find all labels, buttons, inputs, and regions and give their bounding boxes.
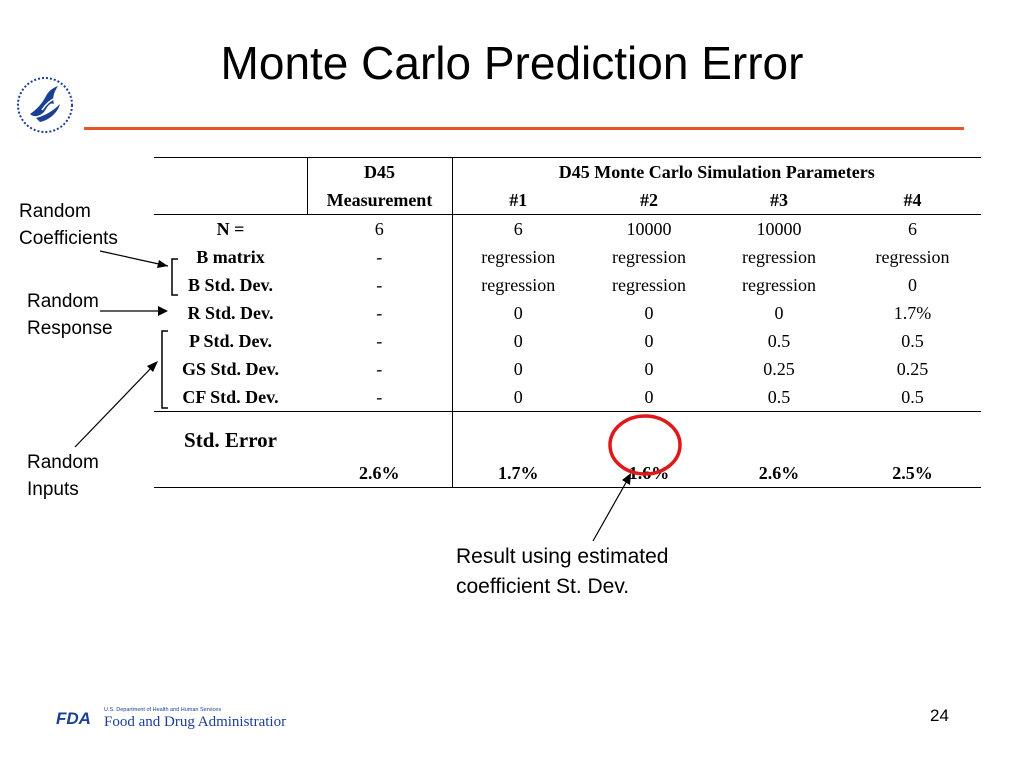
std-error-cell-highlighted: 1.6% — [584, 411, 714, 488]
header-measurement-line1: D45 — [307, 157, 453, 186]
table-cell: regression — [612, 274, 686, 295]
std-error-cell: 2.5% — [844, 411, 981, 488]
fda-agency-name: Food and Drug Administration — [104, 714, 286, 730]
table-cell: - — [307, 299, 453, 327]
hhs-eagle-logo — [17, 77, 73, 133]
table-cell: - — [307, 271, 453, 299]
table-row: P Std. Dev. - 0 0 0.5 0.5 — [154, 327, 981, 355]
table-cell: 10000 — [756, 218, 802, 239]
table-cell: regression — [875, 246, 950, 267]
table-cell: 0 — [513, 330, 523, 351]
table-cell: 10000 — [626, 218, 672, 239]
row-label: P Std. Dev. — [188, 330, 272, 351]
row-label: B matrix — [196, 246, 265, 267]
table-cell: 6 — [307, 214, 453, 243]
table-cell: 0 — [908, 274, 917, 295]
table-row: B matrix - regression regression regress… — [154, 243, 981, 271]
table-cell: regression — [742, 274, 816, 295]
std-error-label: Std. Error — [154, 411, 307, 488]
table-cell: 1.7% — [893, 302, 932, 323]
table-cell: 0 — [513, 302, 523, 323]
result-annotation: Result using estimated coefficient St. D… — [456, 545, 669, 598]
table-cell: 0.5 — [901, 330, 924, 351]
label-random-response: Random Response — [27, 291, 113, 339]
fda-department-line: U.S. Department of Health and Human Serv… — [104, 707, 221, 713]
table-cell: 0 — [774, 302, 784, 323]
table-cell: 0.25 — [896, 358, 929, 379]
header-sim-3: #3 — [714, 186, 844, 215]
fda-mark: FDA — [56, 709, 91, 728]
page-number: 24 — [930, 706, 949, 725]
slide-title: Monte Carlo Prediction Error — [220, 37, 804, 89]
table-cell: 0.5 — [767, 330, 791, 351]
table-cell: regression — [481, 274, 556, 295]
row-label: N = — [216, 218, 245, 239]
label-random-coefficients: Random Coefficients — [19, 201, 118, 249]
header-sim-2: #2 — [584, 186, 714, 215]
header-corner-cell — [154, 157, 308, 186]
table-cell: 0 — [644, 302, 654, 323]
table-cell: 6 — [908, 218, 917, 239]
table-cell: - — [307, 243, 453, 271]
header-measurement-line2: Measurement — [307, 186, 453, 215]
table-cell: regression — [481, 246, 556, 267]
table-cell: 0.5 — [767, 386, 791, 407]
header-sim-1: #1 — [452, 186, 584, 215]
std-error-cell: 2.6% — [714, 411, 844, 488]
std-error-cell: 2.6% — [307, 411, 453, 488]
title-underline — [84, 127, 964, 130]
table-cell: 0 — [644, 358, 654, 379]
std-error-row: Std. Error 2.6% 1.7% 1.6% 2.6% 2.5% — [154, 411, 981, 488]
table-cell: 6 — [513, 218, 523, 239]
arrow-random-inputs — [74, 365, 154, 448]
header-sim-4: #4 — [844, 186, 981, 215]
header-corner-cell — [154, 186, 308, 215]
table-subheader-row: Measurement #1 #2 #3 #4 — [154, 186, 981, 215]
table-header-row: D45 D45 Monte Carlo Simulation Parameter… — [154, 157, 981, 186]
table-cell: - — [307, 327, 453, 355]
header-sim-group: D45 Monte Carlo Simulation Parameters — [452, 157, 981, 186]
table-cell: 0.5 — [901, 386, 924, 407]
table-cell: 0 — [513, 358, 523, 379]
table-cell: 0.25 — [763, 358, 795, 379]
prediction-error-table: D45 D45 Monte Carlo Simulation Parameter… — [154, 157, 981, 488]
table-cell: - — [307, 383, 453, 412]
table-cell: 0 — [513, 386, 523, 407]
label-random-inputs: Random Inputs — [27, 452, 99, 500]
row-label: B Std. Dev. — [187, 274, 274, 295]
table-row: B Std. Dev. - regression regression regr… — [154, 271, 981, 299]
arrow-result — [592, 478, 629, 542]
table-cell: 0 — [644, 386, 654, 407]
table-row: CF Std. Dev. - 0 0 0.5 0.5 — [154, 383, 981, 412]
row-label: GS Std. Dev. — [181, 358, 280, 379]
table-cell: regression — [742, 246, 816, 267]
table-cell: - — [307, 355, 453, 383]
table-cell: 0 — [644, 330, 654, 351]
table-row: N = 6 6 10000 10000 6 — [154, 214, 981, 243]
row-label: R Std. Dev. — [187, 302, 274, 323]
table-row: GS Std. Dev. - 0 0 0.25 0.25 — [154, 355, 981, 383]
row-label: CF Std. Dev. — [182, 386, 279, 407]
table-row: R Std. Dev. - 0 0 0 1.7% — [154, 299, 981, 327]
std-error-cell: 1.7% — [452, 411, 584, 488]
fda-logo: FDA U.S. Department of Health and Human … — [56, 707, 286, 730]
table-cell: regression — [612, 246, 686, 267]
